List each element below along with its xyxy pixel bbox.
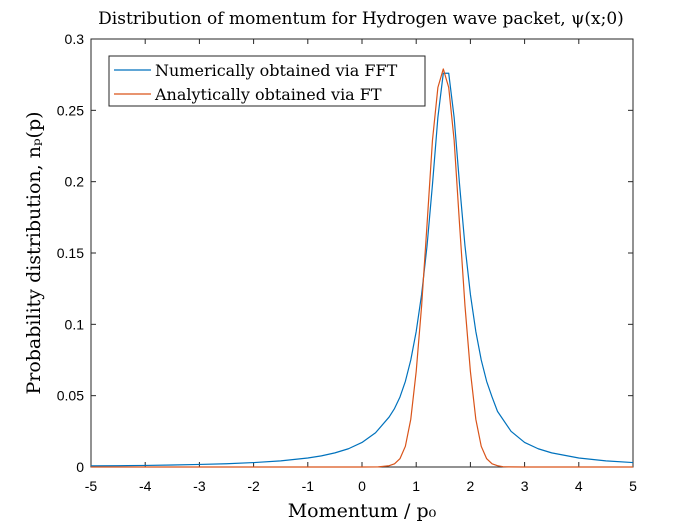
x-tick-label: -5 [85, 478, 98, 494]
y-tick-label: 0.25 [57, 102, 84, 118]
y-tick-label: 0.05 [57, 388, 84, 404]
legend: Numerically obtained via FFT Analyticall… [108, 55, 426, 107]
series-lines [90, 68, 634, 468]
x-axis-label: Momentum / p₀ [288, 500, 437, 522]
x-tick-label: 2 [467, 478, 475, 494]
x-tick-label: -4 [139, 478, 152, 494]
axis-tick-labels: -5 -4 -3 -2 -1 0 1 2 3 4 5 0 0.05 0.1 0.15 0.2 0.25 0.3 [57, 31, 637, 494]
x-tick-label: 5 [629, 478, 637, 494]
y-axis-label: Probability distribution, nₚ(p) [23, 111, 45, 394]
x-tick-label: -1 [302, 478, 315, 494]
x-tick-label: 4 [575, 478, 583, 494]
chart-title: Distribution of momentum for Hydrogen wa… [98, 9, 624, 29]
y-tick-label: 0.15 [57, 245, 84, 261]
legend-box [108, 55, 426, 107]
y-tick-label: 0.1 [65, 316, 85, 332]
y-tick-label: 0 [76, 459, 84, 475]
legend-label-analytical: Analytically obtained via FT [154, 85, 382, 104]
x-tick-label: 1 [412, 478, 420, 494]
legend-label-numerical: Numerically obtained via FFT [155, 61, 398, 80]
y-tick-label: 0.3 [65, 31, 85, 47]
axes-box [90, 38, 634, 468]
plot-area: -5 -4 -3 -2 -1 0 1 2 3 4 5 0 0.05 0.1 0.15 0.2 0.25 0.3 [57, 31, 637, 494]
y-tick-label: 0.2 [65, 174, 85, 190]
x-tick-label: -2 [247, 478, 260, 494]
x-tick-label: -3 [193, 478, 206, 494]
series-line-analytical-ft [91, 68, 633, 468]
x-tick-label: 3 [521, 478, 529, 494]
x-tick-label: 0 [358, 478, 366, 494]
